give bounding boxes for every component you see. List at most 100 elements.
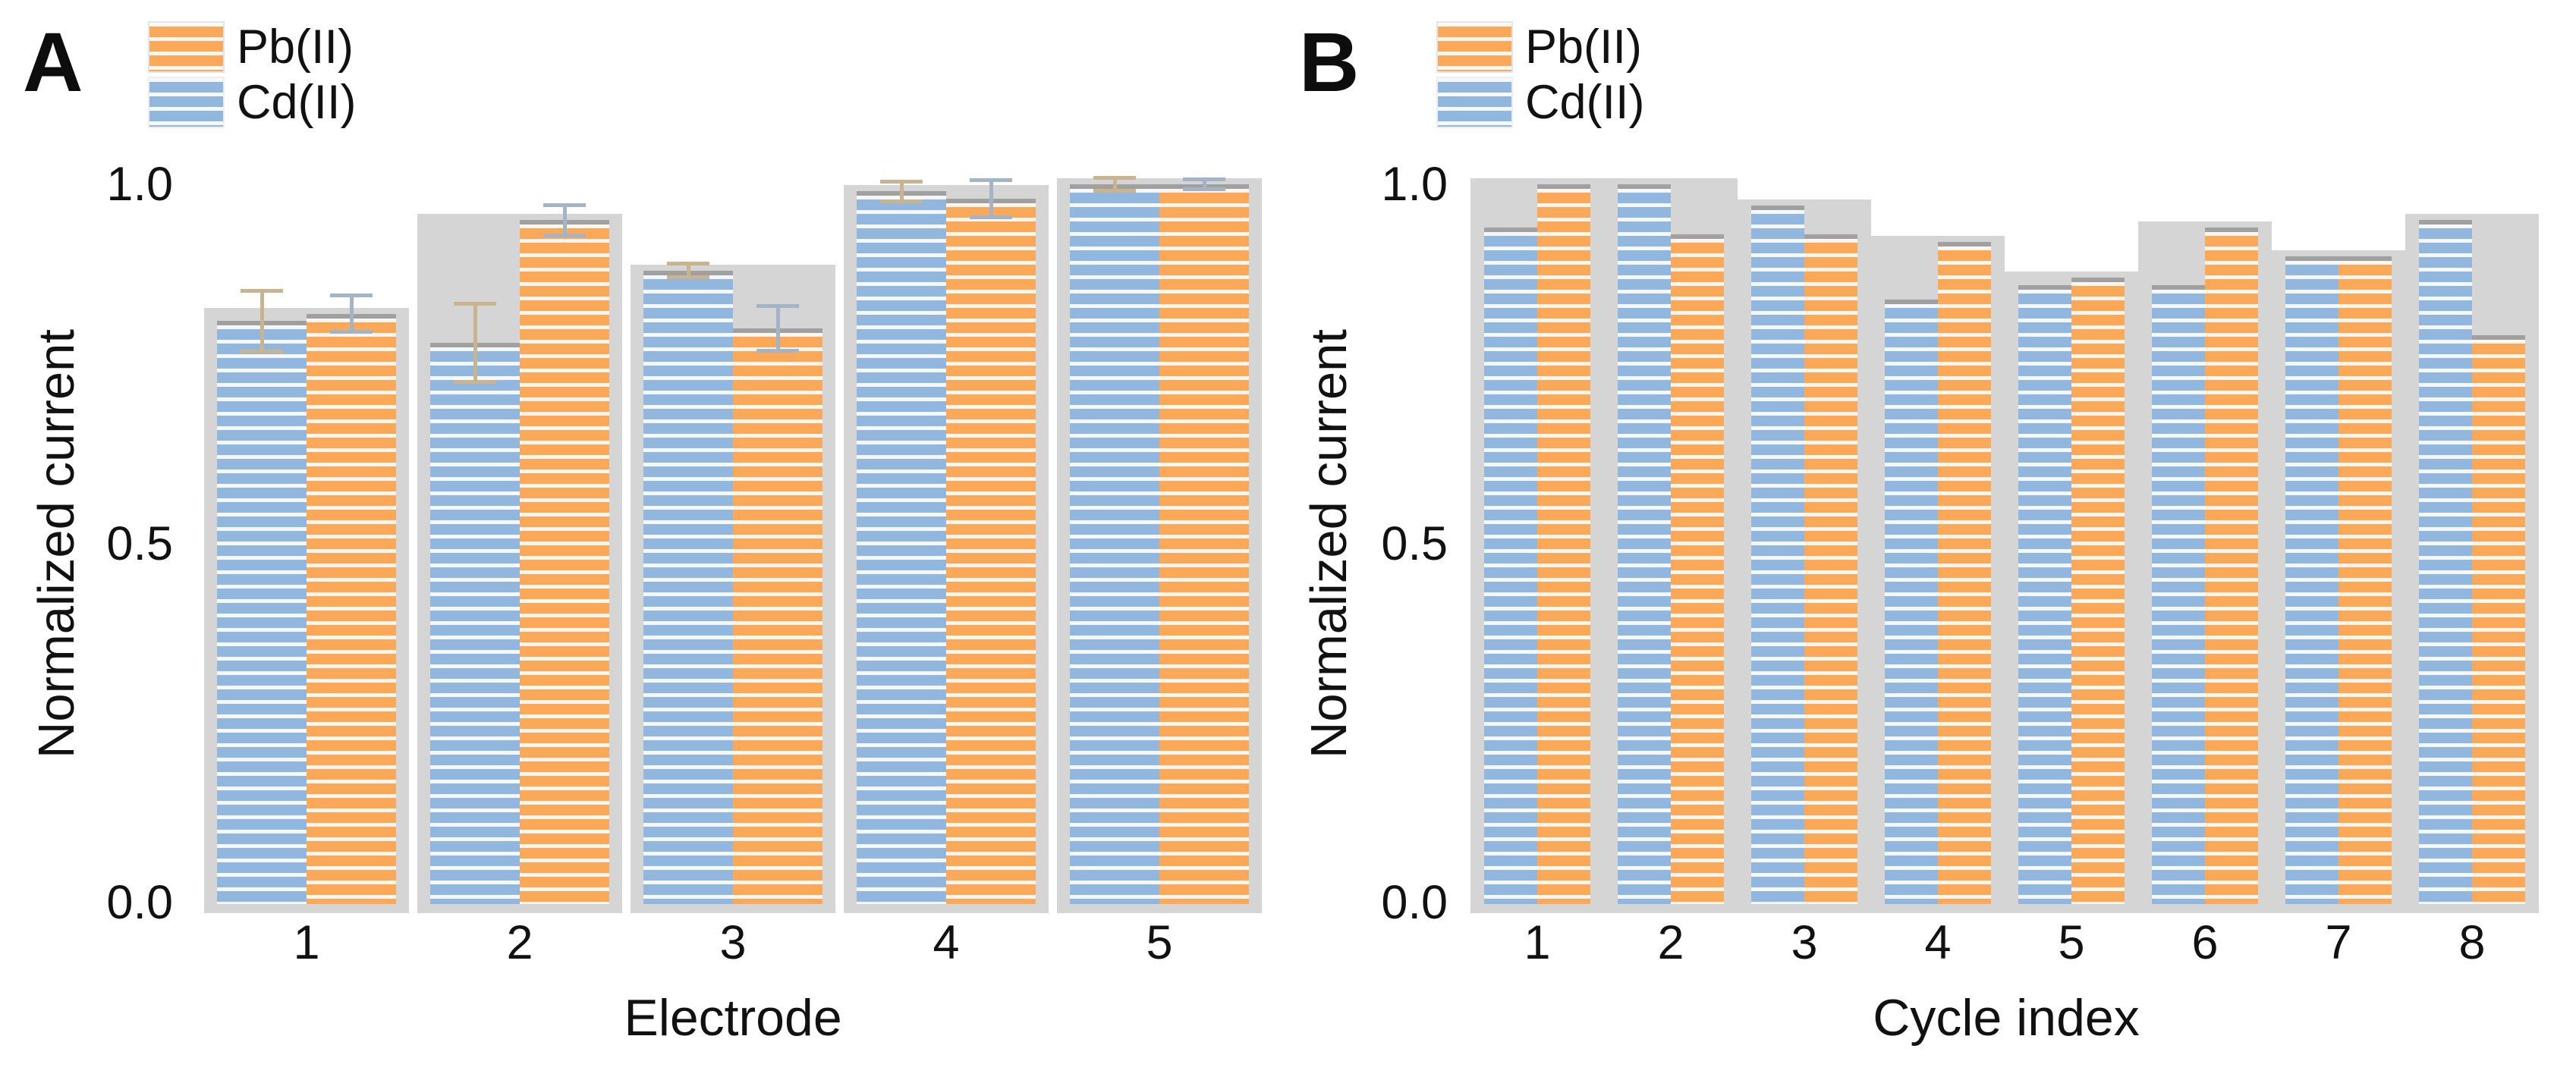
x-tick-label: 3: [719, 916, 747, 969]
error-bar: [473, 302, 477, 384]
panel-b-legend: Pb(II) Cd(II): [1438, 23, 1645, 133]
cd-bar: [1751, 206, 1804, 904]
bar-top-cap: [2472, 335, 2525, 340]
panel-a-ytick-1.0: 1.0: [106, 158, 173, 211]
error-bar-cap: [756, 304, 799, 308]
bar-top-cap: [1618, 184, 1671, 189]
legend-item-cd: Cd(II): [149, 78, 357, 127]
error-bar-cap: [1093, 189, 1136, 193]
error-bar: [989, 178, 993, 219]
bar-top-cap: [1671, 234, 1724, 239]
legend-item-pb: Pb(II): [1438, 23, 1645, 71]
cd-bar: [2285, 256, 2339, 904]
x-tick-label: 8: [2458, 916, 2486, 969]
pb-bar: [2205, 228, 2258, 904]
panel-a-legend: Pb(II) Cd(II): [149, 23, 357, 133]
error-bar-cap: [543, 203, 586, 207]
error-bar-cap: [970, 178, 1012, 182]
bar-top-cap: [1751, 206, 1804, 210]
pb-bar: [946, 199, 1036, 904]
pb-legend-label: Pb(II): [1525, 20, 1643, 74]
bar-top-cap: [2018, 285, 2071, 290]
error-bar: [563, 203, 567, 237]
error-bar: [260, 289, 264, 353]
pb-bar: [2339, 256, 2392, 904]
error-bar: [350, 294, 354, 334]
bar-top-cap: [1804, 234, 1857, 239]
cd-legend-swatch: [149, 78, 223, 127]
bar-top-cap: [2071, 278, 2125, 282]
error-bar-cap: [667, 262, 709, 265]
error-bar-cap: [454, 380, 496, 384]
error-bar: [900, 180, 904, 203]
panel-b-plot-area: 1 2 3 4 5 6 7 8: [1470, 178, 2542, 967]
cd-bar: [1070, 184, 1159, 904]
x-tick-label: 2: [506, 916, 533, 969]
bar-top-cap: [2419, 220, 2472, 224]
cd-bar: [1618, 184, 1671, 904]
cd-legend-label: Cd(II): [1525, 75, 1645, 129]
pb-legend-swatch: [1438, 23, 1511, 71]
panel-a-ytick-0.5: 0.5: [106, 517, 173, 570]
pb-bar: [307, 314, 396, 904]
bar-top-cap: [1537, 184, 1590, 189]
x-tick-label: 5: [1146, 916, 1173, 969]
pb-bar: [2071, 278, 2125, 904]
pb-legend-swatch: [149, 23, 223, 71]
bar-top-cap: [1484, 228, 1537, 232]
error-bar-cap: [756, 349, 799, 353]
error-bar-cap: [970, 215, 1012, 219]
error-bar-cap: [667, 275, 709, 279]
error-bar: [1203, 177, 1206, 191]
x-tick-label: 4: [933, 916, 960, 969]
x-tick-label: 7: [2325, 916, 2352, 969]
pb-bar: [2472, 335, 2525, 904]
error-bar-cap: [330, 294, 373, 297]
x-tick-label: 1: [293, 916, 320, 969]
error-bar-cap: [1183, 187, 1225, 191]
bar-top-cap: [2205, 228, 2258, 232]
panel-a-plot-area: 1 2 3 4 5: [200, 176, 1263, 967]
bar-top-cap: [1938, 242, 1991, 246]
bar-top-cap: [1885, 300, 1938, 304]
cd-bar: [1484, 228, 1537, 904]
panel-b-ytick-0.5: 0.5: [1381, 517, 1448, 570]
cd-bar: [430, 343, 520, 904]
error-bar: [776, 304, 780, 353]
pb-bar: [733, 328, 822, 904]
x-tick-label: 5: [2058, 916, 2085, 969]
error-bar-cap: [330, 330, 373, 334]
error-bar-cap: [241, 350, 283, 353]
cd-bar: [1885, 300, 1938, 904]
panel-b-ytick-1.0: 1.0: [1381, 158, 1448, 211]
error-bar: [687, 262, 690, 279]
pb-bar: [1938, 242, 1991, 904]
pb-legend-label: Pb(II): [237, 20, 354, 74]
x-tick-label: 4: [1924, 916, 1952, 969]
panel-b-x-axis-title: Cycle index: [1873, 989, 2140, 1047]
cd-bar: [857, 191, 946, 904]
bar-top-cap: [2339, 256, 2392, 261]
legend-item-pb: Pb(II): [149, 23, 357, 71]
cd-bar: [643, 271, 733, 904]
error-bar-cap: [880, 199, 923, 203]
cd-bar: [2018, 285, 2071, 904]
error-bar-cap: [543, 234, 586, 237]
error-bar-cap: [454, 302, 496, 306]
x-tick-label: 3: [1791, 916, 1818, 969]
x-tick-label: 6: [2191, 916, 2219, 969]
cd-legend-label: Cd(II): [237, 75, 357, 129]
legend-item-cd: Cd(II): [1438, 78, 1645, 127]
pb-bar: [1159, 184, 1249, 904]
bar-top-cap: [2152, 285, 2205, 290]
error-bar: [1113, 176, 1117, 193]
x-tick-label: 1: [1524, 916, 1551, 969]
cd-bar: [2419, 220, 2472, 904]
pb-bar: [520, 220, 609, 904]
pb-bar: [1804, 234, 1857, 904]
pb-bar: [1671, 234, 1724, 904]
cd-bar: [2152, 285, 2205, 904]
panel-a-x-axis-title: Electrode: [624, 989, 842, 1047]
error-bar-cap: [880, 180, 923, 184]
